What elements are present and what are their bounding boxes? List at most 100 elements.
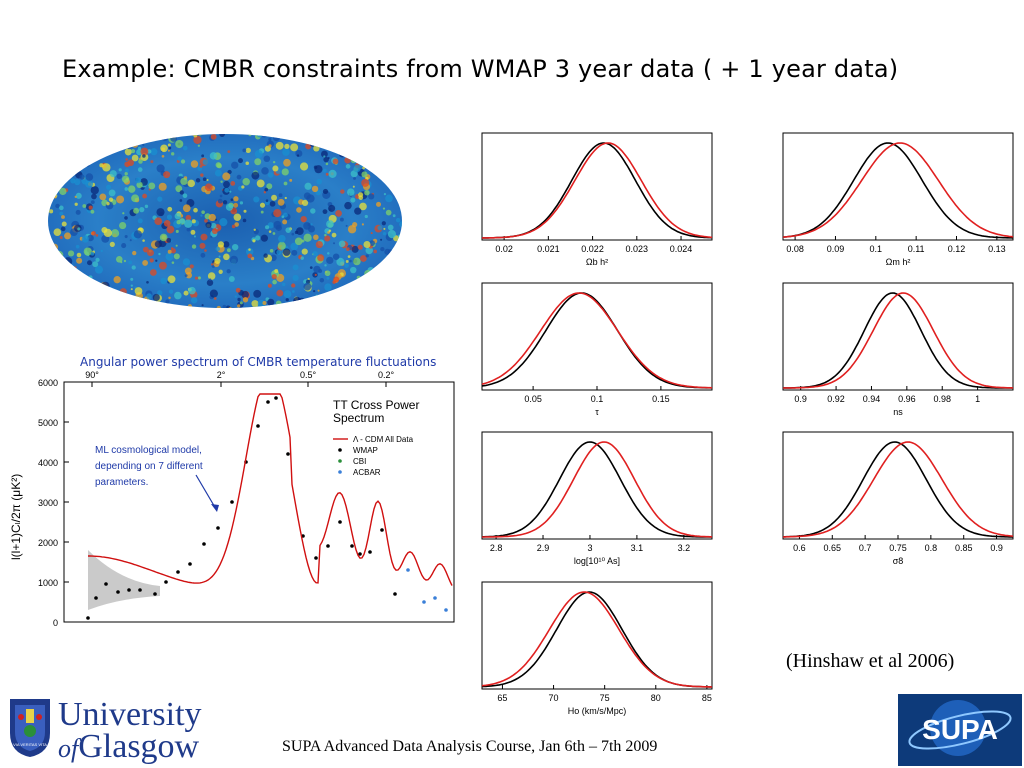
power-spectrum-point bbox=[153, 592, 157, 596]
y-tick-label: 0 bbox=[53, 618, 58, 628]
posterior-tick-label: 0.9 bbox=[990, 543, 1003, 553]
posterior-curve-red bbox=[481, 292, 713, 389]
power-spectrum-point bbox=[256, 424, 260, 428]
posterior-curve-red bbox=[783, 441, 1014, 538]
posterior-xlabel: ns bbox=[893, 407, 903, 417]
legend-item-acbar: ACBAR bbox=[353, 468, 381, 477]
cmb-sky-map bbox=[48, 134, 402, 308]
y-tick-label: 2000 bbox=[38, 538, 58, 548]
posterior-tick-label: 65 bbox=[497, 693, 507, 703]
annotation-line3: parameters. bbox=[95, 477, 148, 488]
posterior-tick-label: 75 bbox=[600, 693, 610, 703]
posterior-xlabel: Ωm h² bbox=[886, 257, 911, 267]
posterior-tick-label: 0.75 bbox=[889, 543, 907, 553]
posterior-curve-red bbox=[782, 142, 1014, 238]
posterior-xlabel: σ8 bbox=[893, 556, 904, 566]
power-spectrum-point bbox=[138, 588, 142, 592]
power-spectrum-point bbox=[127, 588, 131, 592]
posterior-tick-label: 0.15 bbox=[652, 394, 670, 404]
power-spectrum-point bbox=[202, 542, 206, 546]
annotation-arrowhead bbox=[211, 504, 219, 512]
y-tick-label: 3000 bbox=[38, 498, 58, 508]
legend-swatch-wmap bbox=[338, 448, 342, 452]
supa-logo-text: SUPA bbox=[922, 714, 998, 745]
posterior-curve-red bbox=[481, 591, 712, 688]
posterior-tick-label: 0.09 bbox=[827, 244, 845, 254]
posterior-tick-label: 0.12 bbox=[948, 244, 966, 254]
posterior-tick-label: 0.021 bbox=[537, 244, 560, 254]
y-tick-label: 4000 bbox=[38, 458, 58, 468]
y-tick-label: 6000 bbox=[38, 378, 58, 388]
power-spectrum-point bbox=[406, 568, 410, 572]
posterior-tick-label: 2.8 bbox=[490, 543, 503, 553]
posterior-tick-label: 0.023 bbox=[626, 244, 649, 254]
power-spectrum-point bbox=[433, 596, 437, 600]
posterior-tick-label: 2.9 bbox=[537, 543, 550, 553]
posterior-curve-black bbox=[481, 292, 713, 389]
posterior-curve-black bbox=[783, 441, 1013, 538]
posterior-panel: 65 70 75 80 85 Ho (km/s/Mpc) bbox=[481, 581, 713, 716]
footer-text: SUPA Advanced Data Analysis Course, Jan … bbox=[282, 738, 658, 755]
power-spectrum-point bbox=[94, 596, 98, 600]
power-spectrum-point bbox=[164, 580, 168, 584]
cosmic-variance-band bbox=[88, 550, 160, 610]
power-spectrum-point bbox=[444, 608, 448, 612]
posterior-xlabel: log[10¹⁰ As] bbox=[574, 556, 620, 566]
posterior-tick-label: 0.13 bbox=[988, 244, 1006, 254]
posterior-curve-red bbox=[482, 142, 713, 239]
posterior-tick-label: 0.6 bbox=[793, 543, 806, 553]
glasgow-motto: VIA VERITAS VITA bbox=[13, 742, 47, 747]
posterior-xlabel: Ho (km/s/Mpc) bbox=[568, 706, 627, 716]
posterior-tick-label: 0.022 bbox=[581, 244, 604, 254]
power-spectrum-point bbox=[393, 592, 397, 596]
power-spectrum-point bbox=[368, 550, 372, 554]
posterior-tick-label: 0.02 bbox=[495, 244, 513, 254]
posterior-tick-label: 85 bbox=[702, 693, 712, 703]
power-spectrum-point bbox=[188, 562, 192, 566]
posterior-tick-label: 0.1 bbox=[591, 394, 604, 404]
power-spectrum-point bbox=[422, 600, 426, 604]
university-wordmark-line2: ofGlasgow bbox=[58, 730, 199, 766]
posterior-xlabel: Ωb h² bbox=[586, 257, 608, 267]
legend-item-wmap: WMAP bbox=[353, 446, 378, 455]
posterior-tick-label: 0.96 bbox=[898, 394, 916, 404]
slide-title: Example: CMBR constraints from WMAP 3 ye… bbox=[62, 55, 899, 83]
glasgow-crest-icon: VIA VERITAS VITA bbox=[10, 699, 50, 757]
power-spectrum-point bbox=[216, 526, 220, 530]
annotation-arrow bbox=[195, 474, 217, 510]
annotation-line1: ML cosmological model, bbox=[95, 445, 202, 456]
inset-title-line1: TT Cross Power bbox=[333, 398, 419, 412]
top-tick-label: 0.5° bbox=[300, 370, 317, 380]
top-tick-label: 90° bbox=[85, 370, 99, 380]
posterior-tick-label: 0.98 bbox=[933, 394, 951, 404]
lcdm-model-curve bbox=[88, 393, 453, 586]
posterior-tick-label: 0.9 bbox=[794, 394, 807, 404]
posterior-tick-label: 0.05 bbox=[524, 394, 542, 404]
posterior-xlabel: τ bbox=[595, 407, 599, 417]
posterior-panel: 0.05 0.1 0.15 τ bbox=[481, 282, 713, 417]
posterior-tick-label: 3.2 bbox=[678, 543, 691, 553]
posterior-tick-label: 0.11 bbox=[908, 244, 925, 254]
power-spectrum-point bbox=[350, 544, 354, 548]
posterior-curve-red bbox=[482, 441, 712, 538]
posterior-tick-label: 0.8 bbox=[925, 543, 938, 553]
university-of-prefix: of bbox=[58, 734, 79, 763]
university-glasgow-text: Glasgow bbox=[78, 728, 200, 765]
power-spectrum-point bbox=[358, 552, 362, 556]
power-spectrum-point bbox=[274, 396, 278, 400]
posterior-tick-label: 3 bbox=[587, 543, 592, 553]
posterior-tick-label: 0.08 bbox=[786, 244, 804, 254]
posterior-panel: 0.02 0.021 0.022 0.023 0.024 Ωb h² bbox=[481, 132, 713, 267]
power-spectrum-point bbox=[314, 556, 318, 560]
power-spectrum-caption: Angular power spectrum of CMBR temperatu… bbox=[80, 355, 437, 369]
posterior-tick-label: 1 bbox=[975, 394, 980, 404]
posterior-tick-label: 3.1 bbox=[631, 543, 644, 553]
power-spectrum-point bbox=[266, 400, 270, 404]
legend-swatch-acbar bbox=[338, 470, 342, 474]
posterior-panel: 0.08 0.09 0.1 0.11 0.12 0.13 Ωm h² bbox=[782, 132, 1014, 267]
power-spectrum-point bbox=[86, 616, 90, 620]
inset-title-line2: Spectrum bbox=[333, 411, 384, 425]
posterior-panel: 0.9 0.92 0.94 0.96 0.98 1 ns bbox=[782, 282, 1014, 417]
legend-swatch-cbi bbox=[338, 459, 342, 463]
